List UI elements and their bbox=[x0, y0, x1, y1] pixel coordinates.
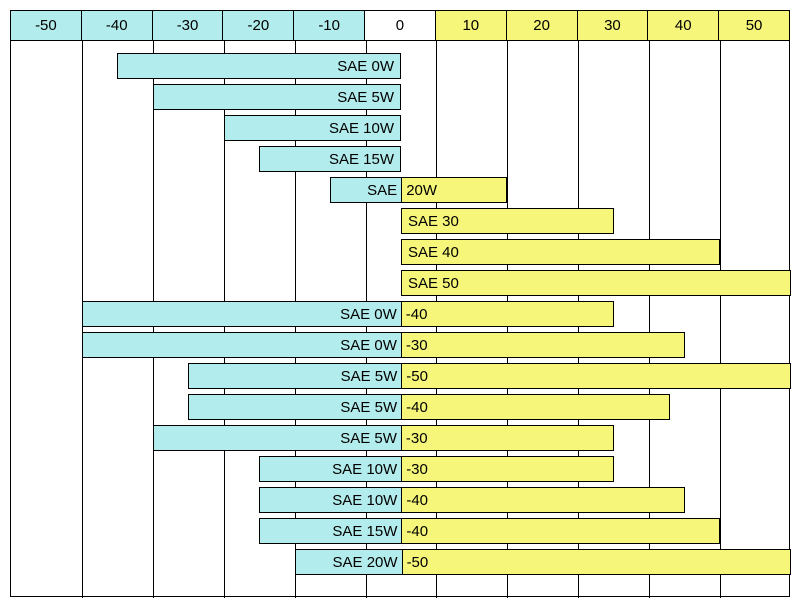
range-bar: SAE 30 bbox=[401, 208, 614, 234]
bar-warm-segment: -40 bbox=[401, 395, 669, 419]
bar-warm-segment: -50 bbox=[401, 364, 790, 388]
axis-tick: 50 bbox=[719, 11, 789, 41]
plot-area: SAE 0WSAE 5WSAE 10WSAE 15WSAE20WSAE 30SA… bbox=[11, 41, 789, 598]
bar-warm-segment: -30 bbox=[401, 426, 613, 450]
axis-tick: 10 bbox=[436, 11, 507, 41]
range-bar: SAE 20W-50 bbox=[295, 549, 791, 575]
range-bar: SAE 10W-30 bbox=[259, 456, 614, 482]
bar-warm-segment: -40 bbox=[401, 302, 613, 326]
range-bar: SAE 0W bbox=[117, 53, 401, 79]
bar-cold-segment: SAE 20W bbox=[296, 550, 402, 574]
range-bar: SAE 15W bbox=[259, 146, 401, 172]
range-bar: SAE 15W-40 bbox=[259, 518, 720, 544]
bar-cold-segment: SAE bbox=[331, 178, 401, 202]
axis-tick: -20 bbox=[223, 11, 294, 41]
range-bar: SAE 40 bbox=[401, 239, 720, 265]
bar-warm-segment: -50 bbox=[402, 550, 790, 574]
bar-cold-segment: SAE 10W bbox=[260, 457, 401, 481]
range-bar: SAE 0W-40 bbox=[82, 301, 614, 327]
bar-warm-segment: -40 bbox=[401, 519, 719, 543]
bar-warm-segment: -40 bbox=[401, 488, 683, 512]
axis-header: -50-40-30-20-1001020304050 bbox=[11, 11, 789, 41]
range-bar: SAE 50 bbox=[401, 270, 791, 296]
bar-cold-segment: SAE 0W bbox=[83, 302, 401, 326]
bar-cold-segment: SAE 10W bbox=[260, 488, 401, 512]
range-bar: SAE 5W-30 bbox=[153, 425, 614, 451]
axis-tick: -30 bbox=[153, 11, 224, 41]
axis-tick: -10 bbox=[294, 11, 365, 41]
bar-warm-segment: 20W bbox=[401, 178, 506, 202]
axis-tick: 30 bbox=[578, 11, 649, 41]
range-bar: SAE 0W-30 bbox=[82, 332, 685, 358]
bar-warm-segment: -30 bbox=[401, 333, 684, 357]
range-bar: SAE 10W-40 bbox=[259, 487, 684, 513]
sae-viscosity-chart: -50-40-30-20-1001020304050 SAE 0WSAE 5WS… bbox=[10, 10, 790, 597]
range-bar: SAE 5W-40 bbox=[188, 394, 670, 420]
bar-cold-segment: SAE 5W bbox=[154, 426, 401, 450]
bar-cold-segment: SAE 0W bbox=[83, 333, 401, 357]
axis-tick: 40 bbox=[648, 11, 719, 41]
axis-tick: -40 bbox=[82, 11, 153, 41]
bar-warm-segment: -30 bbox=[401, 457, 613, 481]
gridline bbox=[720, 41, 721, 598]
range-bar: SAE 5W bbox=[153, 84, 401, 110]
gridline bbox=[649, 41, 650, 598]
bar-cold-segment: SAE 5W bbox=[189, 364, 401, 388]
range-bar: SAE20W bbox=[330, 177, 507, 203]
bar-cold-segment: SAE 5W bbox=[189, 395, 401, 419]
range-bar: SAE 5W-50 bbox=[188, 363, 791, 389]
range-bar: SAE 10W bbox=[224, 115, 401, 141]
axis-tick: 0 bbox=[365, 11, 436, 41]
axis-tick: 20 bbox=[507, 11, 578, 41]
bar-cold-segment: SAE 15W bbox=[260, 519, 401, 543]
axis-tick: -50 bbox=[11, 11, 82, 41]
